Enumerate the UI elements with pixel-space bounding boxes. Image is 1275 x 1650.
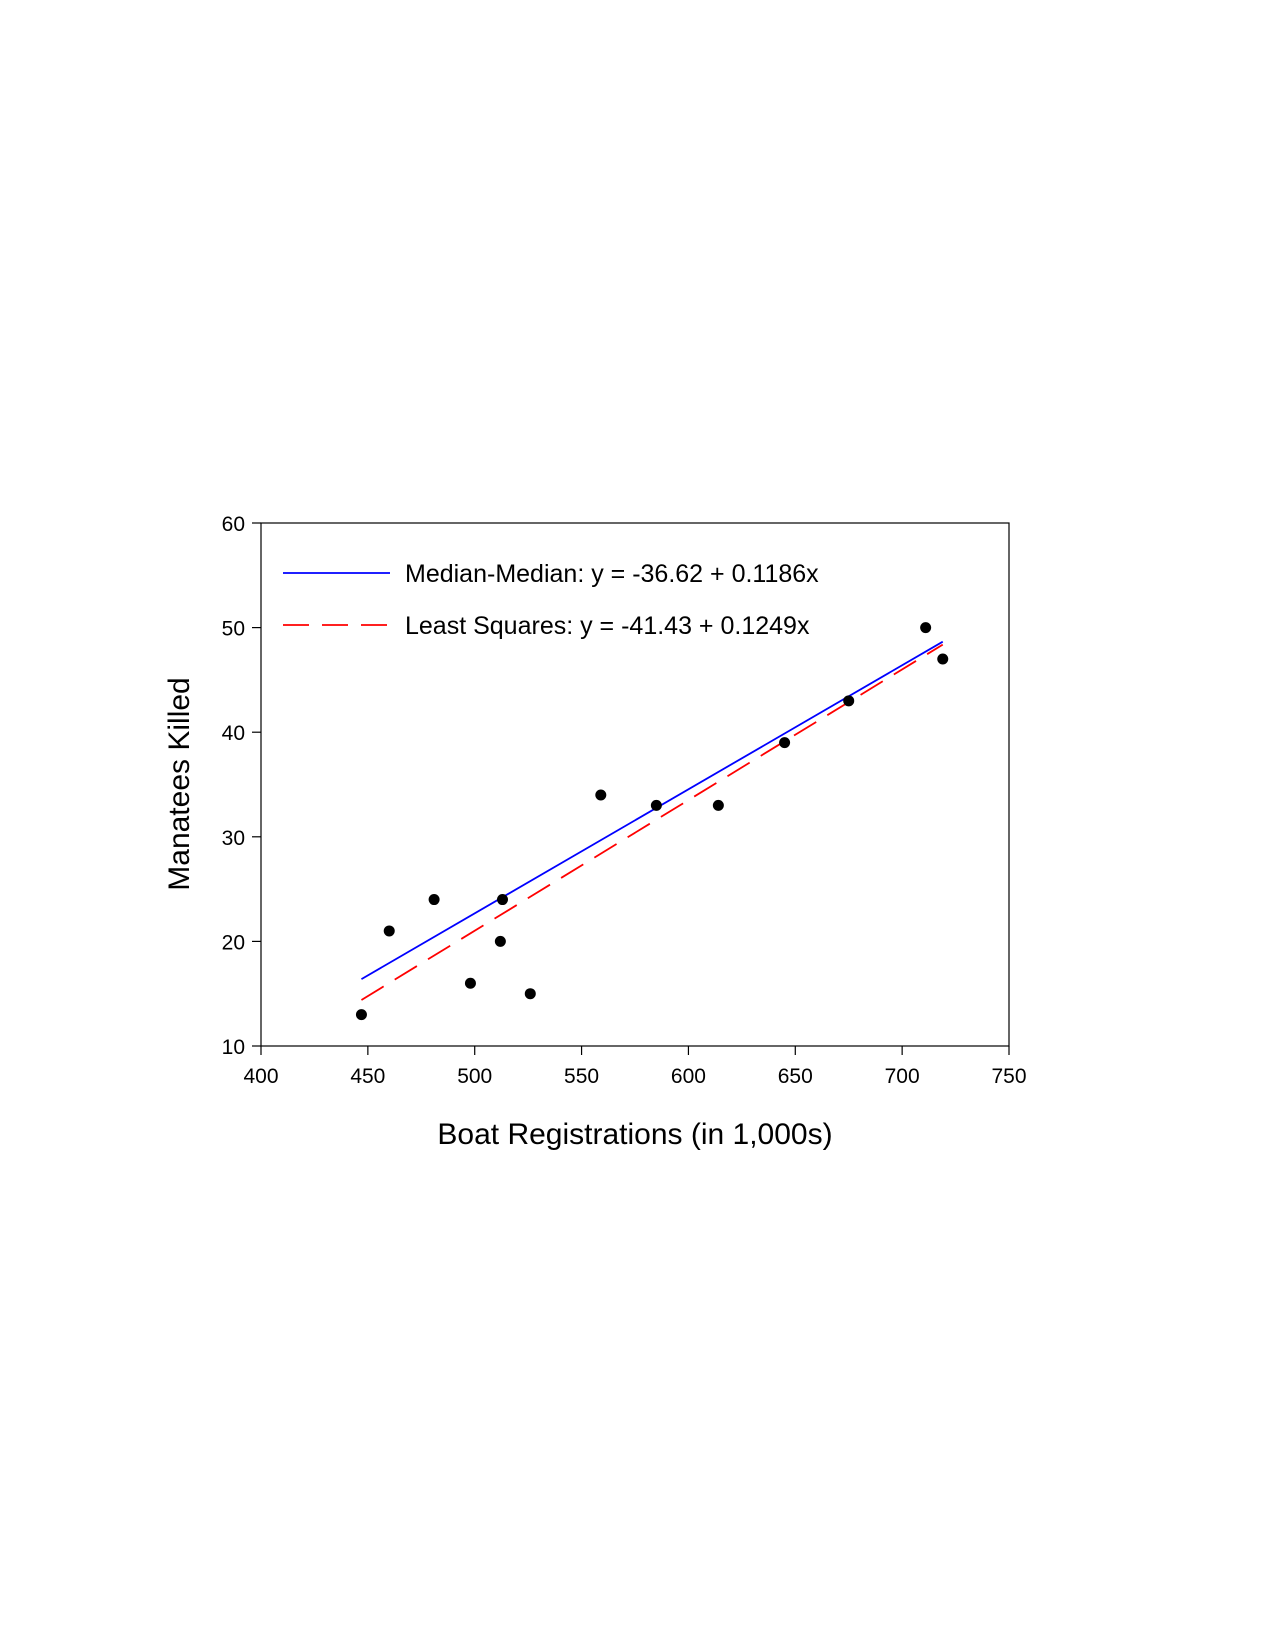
y-tick-label: 30 [222,827,245,850]
y-tick-label: 10 [222,1036,245,1059]
x-tick-label: 650 [778,1065,813,1088]
x-tick-label: 750 [991,1065,1026,1088]
data-point [355,1009,367,1021]
data-point [779,737,791,749]
legend-label-least-squares: Least Squares: y = -41.43 + 0.1249x [405,612,810,640]
x-axis: 400 450 500 550 600 650 700 750 [243,1046,1027,1088]
data-point [650,799,662,811]
x-axis-title: Boat Registrations (in 1,000s) [437,1118,832,1151]
legend: Median-Median: y = -36.62 + 0.1186x Least… [283,560,819,640]
data-point [712,799,724,811]
data-point [920,622,932,634]
x-tick-label: 700 [885,1065,920,1088]
x-tick-label: 500 [457,1065,492,1088]
legend-label-median-median: Median-Median: y = -36.62 + 0.1186x [405,560,819,588]
data-point [595,789,607,801]
y-tick-label: 50 [222,618,245,641]
x-tick-label: 400 [243,1065,278,1088]
y-axis-title: Manatees Killed [163,677,196,890]
least-squares-line [360,643,944,1001]
median-median-line [360,640,944,980]
fit-lines [360,640,944,1001]
plot-area-frame [260,522,1010,1047]
y-axis: 10 20 30 40 50 60 [222,513,261,1059]
data-point [383,925,395,937]
data-point [428,894,440,906]
y-tick-label: 20 [222,931,245,954]
data-points [355,622,949,1021]
data-point [843,695,855,707]
data-point [496,894,508,906]
x-tick-label: 550 [564,1065,599,1088]
x-tick-label: 600 [671,1065,706,1088]
data-point [937,653,949,665]
x-tick-label: 450 [350,1065,385,1088]
data-point [524,988,536,1000]
y-tick-label: 60 [222,513,245,536]
y-tick-label: 40 [222,722,245,745]
data-point [464,977,476,989]
data-point [494,935,506,947]
